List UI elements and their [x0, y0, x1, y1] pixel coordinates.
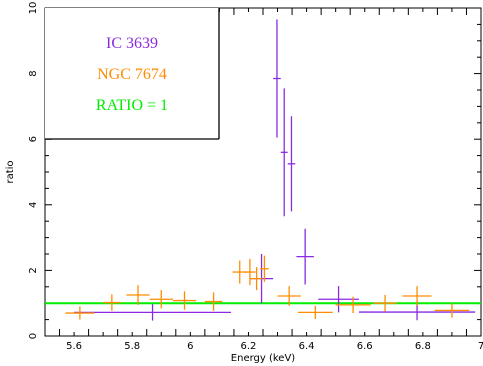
data-point-ic-3639: [358, 303, 476, 321]
data-point-ngc-7674: [335, 296, 371, 314]
legend-entry: IC 3639: [106, 35, 158, 52]
data-point-ic-3639: [74, 304, 232, 321]
y-axis-title: ratio: [5, 160, 16, 183]
x-tick-label: 5.6: [66, 341, 82, 352]
y-tick-label: 4: [28, 202, 39, 208]
x-tick-label: 5.8: [124, 341, 140, 352]
data-point-ngc-7674: [260, 255, 269, 282]
x-tick-label: 6.8: [415, 341, 431, 352]
data-point-ngc-7674: [126, 285, 150, 305]
x-tick-label: 6.4: [299, 341, 315, 352]
legend-entry: NGC 7674: [97, 66, 167, 83]
data-point-ngc-7674: [250, 267, 263, 291]
legend-entry: RATIO = 1: [96, 97, 168, 114]
data-point-ngc-7674: [65, 306, 95, 320]
data-point-ngc-7674: [244, 258, 256, 286]
data-point-ic-3639: [296, 228, 314, 285]
x-axis-title: Energy (keV): [231, 353, 296, 364]
data-point-ngc-7674: [103, 294, 121, 311]
data-point-ic-3639: [280, 88, 288, 217]
x-tick-label: 6: [187, 341, 193, 352]
y-tick-label: 2: [28, 267, 39, 273]
x-tick-label: 6.2: [241, 341, 257, 352]
data-point-ngc-7674: [402, 286, 432, 306]
data-point-ngc-7674: [373, 295, 397, 312]
legend-layer: IC 3639 NGC 7674 RATIO = 1: [45, 8, 220, 140]
data-point-ic-3639: [287, 116, 296, 212]
data-point-ngc-7674: [204, 292, 223, 311]
data-point-ic-3639: [273, 19, 281, 138]
legend-background: [45, 8, 219, 139]
y-tick-label: 0: [28, 333, 39, 339]
y-tick-label: 8: [28, 70, 39, 76]
data-point-ngc-7674: [149, 290, 173, 309]
data-point-ngc-7674: [172, 291, 197, 310]
data-point-ic-3639: [318, 286, 359, 313]
y-tick-label: 6: [28, 136, 39, 142]
x-tick-label: 6.6: [357, 341, 373, 352]
y-tick-label: 10: [28, 2, 39, 15]
x-tick-label: 7: [478, 341, 483, 352]
data-point-ngc-7674: [434, 303, 470, 318]
series-layer: [45, 19, 481, 321]
data-point-ngc-7674: [277, 286, 301, 306]
data-point-ngc-7674: [297, 305, 333, 319]
